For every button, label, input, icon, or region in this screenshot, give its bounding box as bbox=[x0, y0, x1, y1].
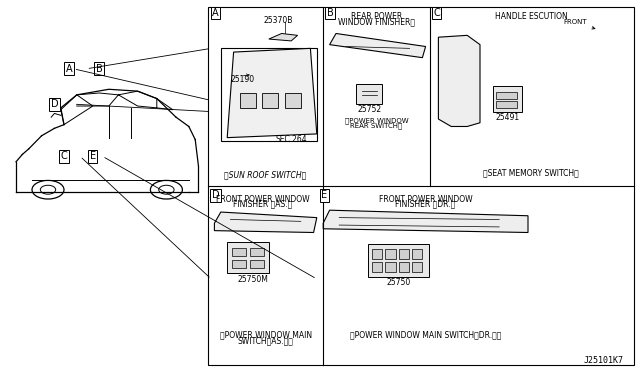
Polygon shape bbox=[269, 33, 298, 41]
Bar bbox=[232, 248, 246, 256]
Text: 〈SEAT MEMORY SWITCH〉: 〈SEAT MEMORY SWITCH〉 bbox=[483, 169, 579, 177]
Text: 〈POWER WINDOW MAIN SWITCH〈DR.〉〉: 〈POWER WINDOW MAIN SWITCH〈DR.〉〉 bbox=[350, 330, 501, 339]
Polygon shape bbox=[438, 35, 480, 126]
Polygon shape bbox=[323, 210, 528, 232]
Circle shape bbox=[32, 180, 64, 199]
Polygon shape bbox=[493, 86, 522, 112]
Text: 25752: 25752 bbox=[357, 105, 381, 114]
Text: 25491: 25491 bbox=[495, 113, 520, 122]
Bar bbox=[250, 260, 264, 268]
Bar bbox=[412, 249, 422, 259]
Text: FRONT POWER WINDOW: FRONT POWER WINDOW bbox=[379, 195, 472, 203]
Text: 〈POWER WINDOW: 〈POWER WINDOW bbox=[344, 118, 408, 124]
Text: 25750: 25750 bbox=[387, 278, 411, 287]
Text: FINISHER 〈DR.〉: FINISHER 〈DR.〉 bbox=[396, 199, 456, 208]
Text: E: E bbox=[321, 190, 328, 200]
Text: HANDLE ESCUTION: HANDLE ESCUTION bbox=[495, 12, 568, 21]
Text: SWITCH〈AS.〉〉: SWITCH〈AS.〉〉 bbox=[237, 336, 294, 345]
Text: 〈POWER WINDOW MAIN: 〈POWER WINDOW MAIN bbox=[220, 330, 312, 339]
Text: B: B bbox=[96, 64, 102, 74]
Text: 〈SUN ROOF SWITCH〉: 〈SUN ROOF SWITCH〉 bbox=[225, 170, 307, 179]
Bar bbox=[385, 249, 396, 259]
Text: FRONT POWER WINDOW: FRONT POWER WINDOW bbox=[216, 195, 309, 203]
Bar bbox=[208, 7, 634, 365]
Text: REAR POWER: REAR POWER bbox=[351, 12, 402, 21]
FancyBboxPatch shape bbox=[285, 93, 301, 108]
Bar bbox=[496, 101, 517, 108]
Bar bbox=[399, 249, 409, 259]
Text: E: E bbox=[90, 151, 96, 161]
Text: FINISHER 〈AS.〉: FINISHER 〈AS.〉 bbox=[233, 199, 292, 208]
Bar bbox=[496, 92, 517, 99]
Text: A: A bbox=[212, 8, 219, 18]
Text: 25750M: 25750M bbox=[237, 275, 268, 283]
Bar bbox=[399, 262, 409, 272]
Bar bbox=[372, 249, 382, 259]
Text: WINDOW FINISHER⧵: WINDOW FINISHER⧵ bbox=[338, 17, 415, 26]
Polygon shape bbox=[368, 244, 429, 277]
Circle shape bbox=[159, 185, 174, 194]
Polygon shape bbox=[214, 212, 317, 232]
Text: SEC.264: SEC.264 bbox=[275, 135, 307, 144]
Text: C: C bbox=[433, 8, 440, 18]
Circle shape bbox=[150, 180, 182, 199]
Bar bbox=[385, 262, 396, 272]
Text: J25101K7: J25101K7 bbox=[584, 356, 624, 365]
Text: D: D bbox=[51, 99, 58, 109]
Text: 25370B: 25370B bbox=[264, 16, 293, 25]
Text: D: D bbox=[212, 190, 220, 200]
FancyBboxPatch shape bbox=[240, 93, 256, 108]
Bar bbox=[372, 262, 382, 272]
Circle shape bbox=[40, 185, 56, 194]
Text: REAR SWITCH〉: REAR SWITCH〉 bbox=[350, 122, 403, 129]
Polygon shape bbox=[330, 33, 426, 58]
Bar bbox=[412, 262, 422, 272]
Polygon shape bbox=[227, 242, 269, 273]
Polygon shape bbox=[356, 84, 382, 104]
Text: 25190: 25190 bbox=[230, 76, 255, 84]
Text: FRONT: FRONT bbox=[563, 19, 595, 29]
Bar bbox=[232, 260, 246, 268]
Text: B: B bbox=[327, 8, 333, 18]
FancyBboxPatch shape bbox=[262, 93, 278, 108]
Text: A: A bbox=[66, 64, 72, 74]
Bar bbox=[250, 248, 264, 256]
Text: C: C bbox=[61, 151, 67, 161]
Polygon shape bbox=[227, 48, 317, 138]
